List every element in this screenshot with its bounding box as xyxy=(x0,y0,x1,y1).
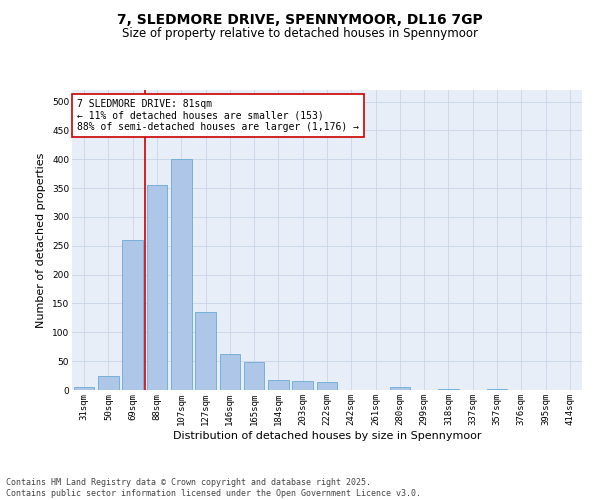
Bar xyxy=(438,389,459,390)
Text: Contains HM Land Registry data © Crown copyright and database right 2025.
Contai: Contains HM Land Registry data © Crown c… xyxy=(6,478,421,498)
Bar xyxy=(146,185,167,390)
Bar xyxy=(292,382,313,390)
Text: Size of property relative to detached houses in Spennymoor: Size of property relative to detached ho… xyxy=(122,28,478,40)
Bar xyxy=(195,312,216,390)
Bar xyxy=(98,376,119,390)
Bar xyxy=(317,382,337,390)
Bar xyxy=(389,387,410,390)
Text: 7 SLEDMORE DRIVE: 81sqm
← 11% of detached houses are smaller (153)
88% of semi-d: 7 SLEDMORE DRIVE: 81sqm ← 11% of detache… xyxy=(77,99,359,132)
Y-axis label: Number of detached properties: Number of detached properties xyxy=(37,152,46,328)
Bar xyxy=(220,354,240,390)
X-axis label: Distribution of detached houses by size in Spennymoor: Distribution of detached houses by size … xyxy=(173,430,481,440)
Bar xyxy=(268,380,289,390)
Bar xyxy=(244,362,265,390)
Bar xyxy=(122,240,143,390)
Text: 7, SLEDMORE DRIVE, SPENNYMOOR, DL16 7GP: 7, SLEDMORE DRIVE, SPENNYMOOR, DL16 7GP xyxy=(117,12,483,26)
Bar xyxy=(74,387,94,390)
Bar xyxy=(171,159,191,390)
